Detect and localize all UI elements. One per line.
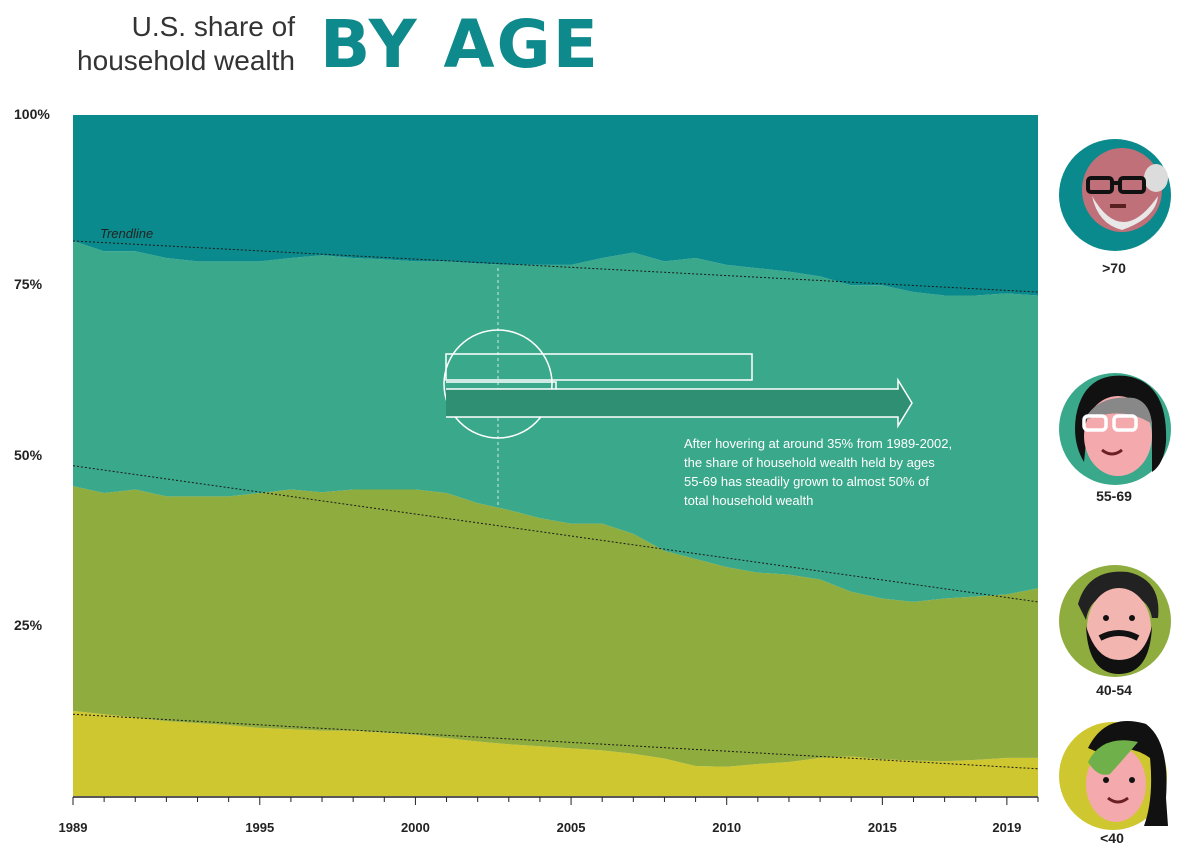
annotation-note: After hovering at around 35% from 1989-2…: [684, 436, 952, 508]
area-series-lt40: [73, 710, 1038, 796]
decorative-arrow-graphic: [443, 268, 913, 505]
trendline-layer: [72, 240, 1039, 770]
y-tick-label: 50%: [14, 446, 43, 463]
x-tick-label: 2000: [401, 820, 430, 835]
young-woman-face-icon: [1059, 721, 1168, 830]
x-axis: 1989 1995 2000 2005 2010 2015 2019: [59, 796, 1039, 835]
area-series-40-54: [73, 486, 1038, 767]
note-line-1: After hovering at around 35% from 1989-2…: [684, 436, 952, 451]
title-line-1: U.S. share of: [131, 11, 295, 42]
trendline-gt70: [72, 240, 1039, 293]
woman-glasses-face-icon: [1059, 373, 1171, 485]
note-line-3: 55-69 has steadily grown to almost 50% o…: [684, 474, 929, 489]
area-series-gt70: [73, 115, 1038, 296]
x-tick-label: 2019: [992, 820, 1021, 835]
elder-face-icon: [1059, 139, 1171, 251]
x-tick-label: 2005: [557, 820, 586, 835]
note-line-4: total household wealth: [684, 493, 813, 508]
title-line-2: household wealth: [77, 45, 295, 76]
x-tick-label: 2015: [868, 820, 897, 835]
y-tick-label: 25%: [14, 616, 43, 633]
area-series-55-69: [73, 240, 1038, 602]
legend-label-gt70: >70: [1102, 260, 1126, 276]
chart-title: U.S. share of household wealth: [77, 10, 295, 78]
bearded-man-face-icon: [1059, 565, 1171, 677]
x-tick-label: 1995: [245, 820, 274, 835]
legend-label-lt40: <40: [1100, 830, 1124, 846]
note-line-2: the share of household wealth held by ag…: [684, 455, 935, 470]
x-tick-label: 2010: [712, 820, 741, 835]
area-layer: [73, 115, 1038, 796]
y-tick-label: 75%: [14, 276, 43, 293]
legend-label-55-69: 55-69: [1096, 488, 1132, 504]
title-emphasis: BY AGE: [320, 6, 600, 83]
y-tick-label: 100%: [14, 106, 50, 122]
legend-label-40-54: 40-54: [1096, 682, 1132, 698]
x-tick-label: 1989: [59, 820, 88, 835]
trendline-lt40: [72, 713, 1039, 770]
trendline-40-54: [72, 465, 1039, 603]
trendline-label: Trendline: [100, 226, 153, 241]
